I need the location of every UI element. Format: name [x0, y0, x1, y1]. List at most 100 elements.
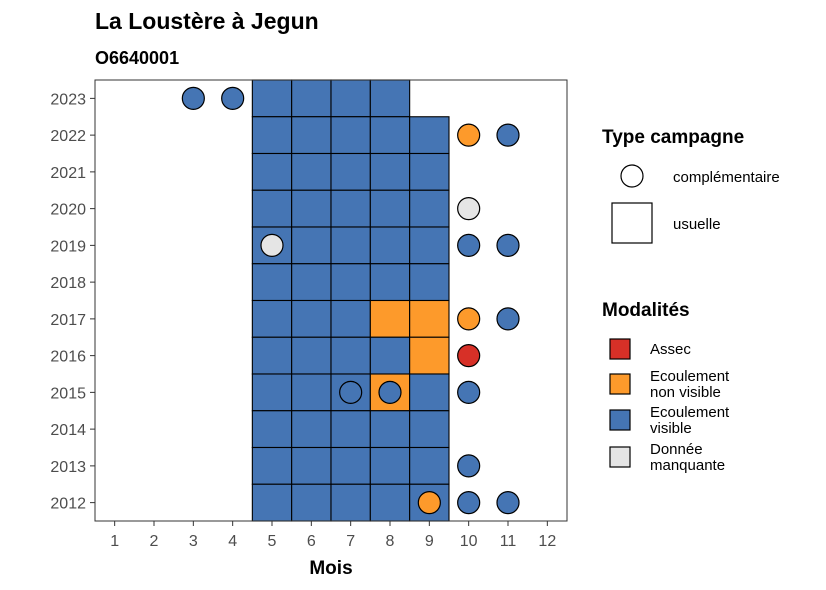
tile-usuelle	[291, 189, 332, 228]
tile-usuelle	[291, 116, 332, 155]
y-tick-label: 2014	[50, 422, 86, 439]
tile-usuelle	[409, 446, 450, 485]
tile-usuelle	[409, 336, 450, 375]
tile-usuelle	[369, 299, 411, 338]
point-complementaire	[457, 233, 481, 257]
tile-usuelle	[330, 446, 371, 485]
tile-usuelle	[330, 226, 371, 265]
tile-usuelle	[369, 336, 411, 375]
panel-border	[94, 79, 568, 522]
tile-usuelle	[330, 79, 371, 118]
point-complementaire	[181, 86, 205, 110]
tile-usuelle	[369, 226, 411, 265]
point-complementaire	[221, 86, 245, 110]
y-tick-label: 2021	[50, 165, 86, 182]
tile-usuelle	[369, 116, 411, 155]
y-tick-label: 2017	[50, 312, 86, 329]
x-tick-label: 2	[150, 533, 159, 550]
legend-type-campagne: Type campagne complémentaire usuelle	[602, 127, 780, 244]
legend-key-swatch	[609, 409, 631, 431]
tile-usuelle	[251, 410, 293, 449]
y-tick-label: 2018	[50, 275, 86, 292]
plot-area	[94, 79, 568, 522]
y-tick-label: 2020	[50, 202, 86, 219]
tile-usuelle	[251, 116, 293, 155]
tile-usuelle	[291, 373, 332, 412]
tile-usuelle	[369, 152, 411, 191]
point-complementaire	[457, 491, 481, 515]
y-tick-label: 2015	[50, 385, 86, 402]
tile-usuelle	[369, 263, 411, 302]
tile-usuelle	[409, 410, 450, 449]
tile-usuelle	[330, 410, 371, 449]
tile-usuelle	[369, 79, 411, 118]
tile-usuelle	[409, 189, 450, 228]
tile-usuelle	[330, 336, 371, 375]
point-complementaire	[496, 233, 520, 257]
legend-label: non visible	[650, 384, 721, 401]
tile-usuelle	[251, 336, 293, 375]
tile-usuelle	[409, 116, 450, 155]
tile-usuelle	[369, 483, 411, 522]
legend-label: usuelle	[673, 216, 721, 233]
y-tick-label: 2019	[50, 238, 86, 255]
x-axis-label: Mois	[309, 558, 352, 579]
legend-label: Donnée	[650, 441, 703, 458]
tile-usuelle	[291, 79, 332, 118]
tile-usuelle	[251, 79, 293, 118]
point-complementaire	[339, 380, 363, 404]
x-tick-label: 10	[460, 533, 478, 550]
tile-usuelle	[369, 446, 411, 485]
point-complementaire	[457, 380, 481, 404]
tile-usuelle	[330, 152, 371, 191]
legend-key-swatch	[609, 446, 631, 468]
point-complementaire	[496, 491, 520, 515]
tile-usuelle	[251, 299, 293, 338]
x-tick-label: 11	[500, 533, 517, 550]
tile-usuelle	[251, 152, 293, 191]
tile-usuelle	[409, 373, 450, 412]
tile-usuelle	[291, 263, 332, 302]
tile-usuelle	[409, 226, 450, 265]
tile-usuelle	[330, 483, 371, 522]
tile-usuelle	[330, 189, 371, 228]
point-complementaire	[417, 491, 441, 515]
y-tick-label: 2012	[50, 496, 86, 513]
tile-usuelle	[251, 263, 293, 302]
point-complementaire	[260, 233, 284, 257]
point-complementaire	[496, 307, 520, 331]
y-tick-label: 2023	[50, 91, 86, 108]
legend-label: complémentaire	[673, 169, 780, 186]
point-complementaire	[457, 123, 481, 147]
legend-label: Ecoulement	[650, 404, 730, 421]
tile-usuelle	[291, 446, 332, 485]
tile-usuelle	[409, 263, 450, 302]
tile-usuelle	[251, 189, 293, 228]
x-tick-label: 9	[425, 533, 434, 550]
tile-usuelle	[251, 446, 293, 485]
point-complementaire	[378, 380, 402, 404]
y-tick-label: 2022	[50, 128, 86, 145]
tile-usuelle	[291, 410, 332, 449]
tile-usuelle	[330, 299, 371, 338]
y-axis-ticks: 2012 2013 2014 2015 2016 2017 2018 2019 2020 2021…	[50, 91, 95, 513]
legend-label: manquante	[650, 457, 725, 474]
y-tick-label: 2016	[50, 349, 86, 366]
legend-key-swatch	[609, 338, 631, 360]
tile-usuelle	[330, 263, 371, 302]
tile-usuelle	[251, 373, 293, 412]
x-tick-label: 4	[228, 533, 237, 550]
point-complementaire	[457, 197, 481, 221]
point-complementaire	[496, 123, 520, 147]
tile-usuelle	[330, 116, 371, 155]
tile-usuelle	[251, 483, 293, 522]
tile-usuelle	[409, 299, 450, 338]
x-tick-label: 8	[386, 533, 395, 550]
tile-usuelle	[369, 189, 411, 228]
x-tick-label: 6	[307, 533, 316, 550]
x-tick-label: 12	[538, 533, 556, 550]
x-tick-label: 5	[268, 533, 277, 550]
legend-label: visible	[650, 420, 692, 437]
